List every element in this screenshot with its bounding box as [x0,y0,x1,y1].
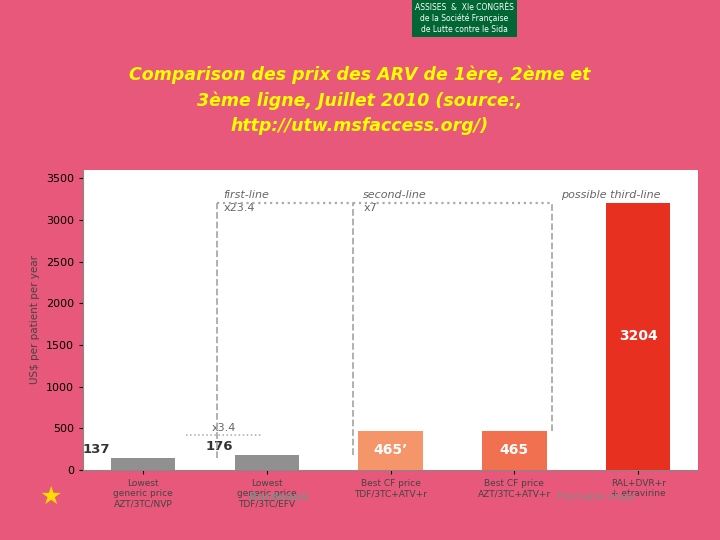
Text: 3204: 3204 [619,329,657,343]
Text: first-line: first-line [223,190,269,200]
Text: 137: 137 [82,443,109,456]
Text: possible third-line: possible third-line [562,190,661,200]
Text: second-line: second-line [364,190,427,200]
Text: 176: 176 [206,440,233,453]
Text: Comparison des prix des ARV de 1ère, 2ème et
3ème ligne, Juillet 2010 (source:,
: Comparison des prix des ARV de 1ère, 2èm… [130,66,590,135]
Text: Prochaine étape: Prochaine étape [557,491,636,502]
Y-axis label: US$ per patient per year: US$ per patient per year [30,255,40,384]
Bar [482,431,546,470]
Text: 465’: 465’ [374,443,408,457]
Bar [235,455,299,470]
Text: x7: x7 [364,204,377,213]
Text: ASSISES  &  XIe CONGRÈS
de la Société Française
de Lutte contre le Sida: ASSISES & XIe CONGRÈS de la Société Fran… [415,3,514,33]
Text: x23.4: x23.4 [223,204,255,213]
Bar [359,431,423,470]
Bar [111,458,175,470]
Text: 465: 465 [500,443,529,457]
Text: Bordeaux: Bordeaux [249,492,308,502]
Bar [606,203,670,470]
Text: x3.4: x3.4 [211,423,235,433]
Text: ★: ★ [39,485,62,509]
